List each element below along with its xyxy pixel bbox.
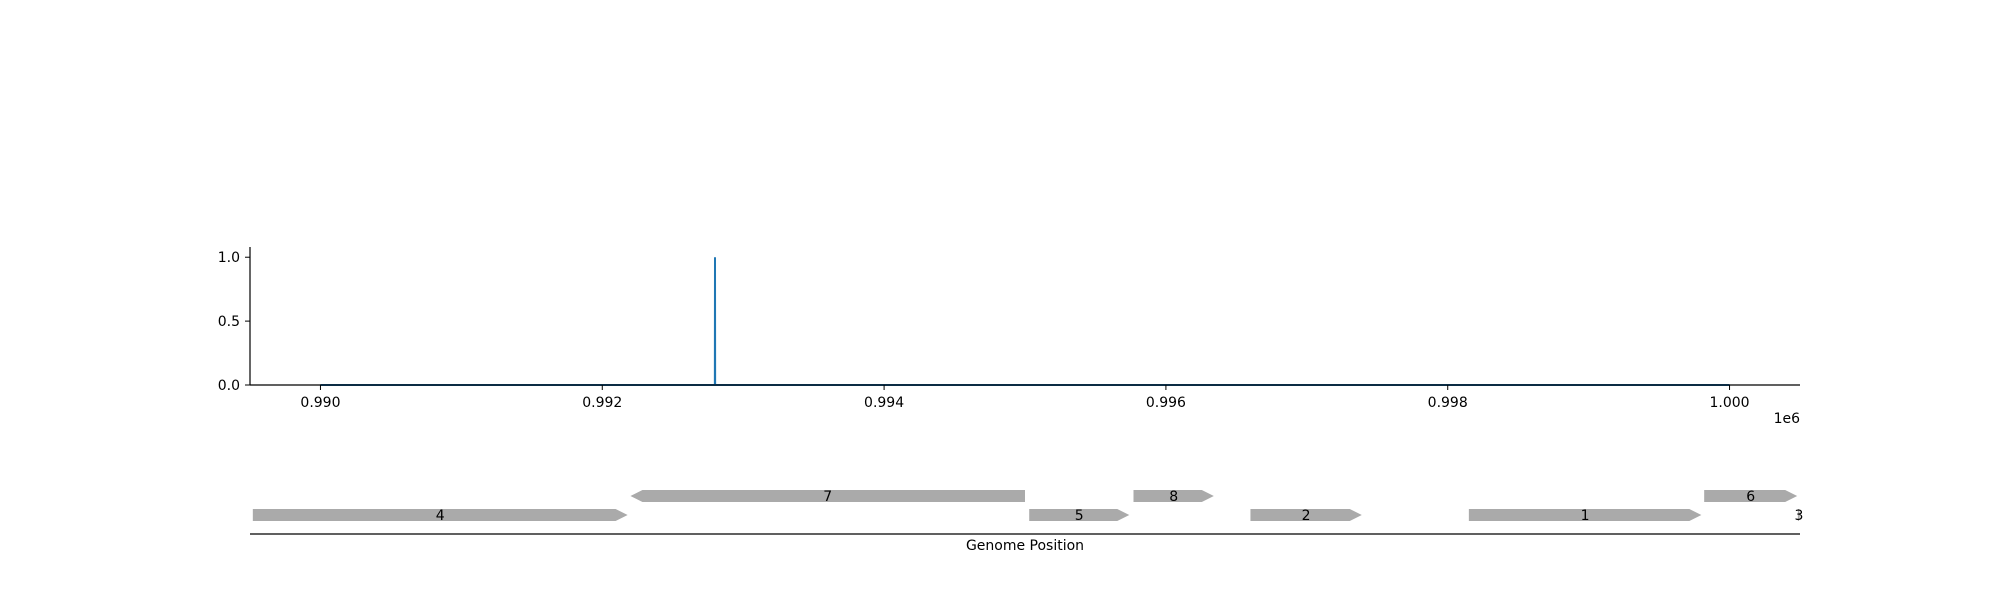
- gene-label: 1: [1581, 508, 1590, 524]
- coverage-plot: 0.990 0.992 0.994 0.996 0.998 1.000 0.0 0.5 1.0…: [218, 247, 1800, 427]
- x-offset-label: 1e6: [1774, 411, 1801, 427]
- y-ticks: 0.0 0.5 1.0: [218, 250, 250, 394]
- gene-arrow: [1468, 509, 1702, 521]
- x-tick-label: 1.000: [1709, 395, 1749, 411]
- x-tick-label: 0.998: [1428, 395, 1468, 411]
- x-tick-label: 0.992: [582, 395, 622, 411]
- x-tick-label: 0.990: [300, 395, 340, 411]
- gene-arrow: [1029, 509, 1130, 521]
- gene-label: 7: [823, 489, 832, 505]
- gene-track: 4 7 5 8 2 1 6 3 Genome Position: [250, 489, 1803, 554]
- gene-label: 3: [1794, 508, 1803, 524]
- gene-label: 2: [1302, 508, 1311, 524]
- gene-label: 4: [436, 508, 445, 524]
- gene-arrow: [1797, 509, 1800, 521]
- gene-label: 5: [1075, 508, 1084, 524]
- gene-arrow: [1704, 490, 1798, 502]
- gene-arrow: [252, 509, 628, 521]
- x-tick-label: 0.994: [864, 395, 904, 411]
- y-tick-label: 0.5: [218, 314, 240, 330]
- gene-arrow: [630, 490, 1025, 502]
- y-tick-label: 0.0: [218, 378, 240, 394]
- coverage-line: [320, 257, 1730, 386]
- y-tick-label: 1.0: [218, 250, 240, 266]
- gene-label: 6: [1746, 489, 1755, 505]
- gene-label: 8: [1169, 489, 1178, 505]
- x-ticks: 0.990 0.992 0.994 0.996 0.998 1.000: [300, 385, 1750, 411]
- gene-arrow: [1250, 509, 1362, 521]
- gene-arrows: 4 7 5 8 2 1 6 3: [252, 489, 1803, 524]
- gene-arrow: [1133, 490, 1214, 502]
- x-tick-label: 0.996: [1146, 395, 1186, 411]
- gene-axis-label: Genome Position: [966, 538, 1084, 554]
